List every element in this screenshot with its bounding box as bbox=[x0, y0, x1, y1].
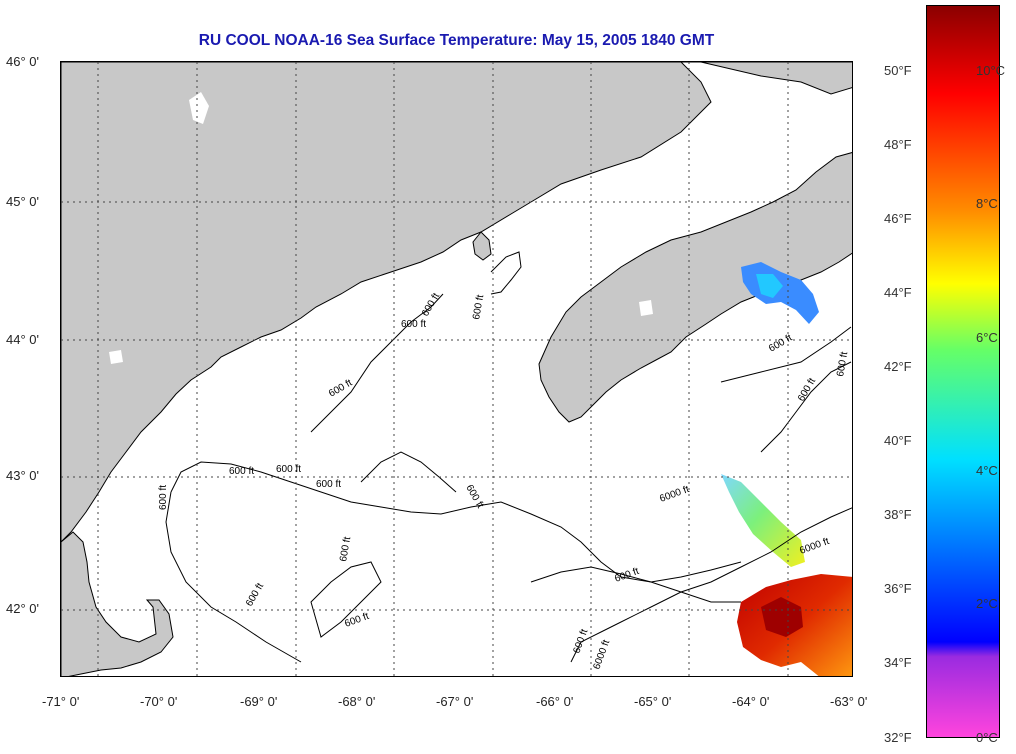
colorbar-f-tick: 32°F bbox=[884, 730, 912, 745]
sst-cold-patch-cyan bbox=[756, 274, 783, 298]
lat-label-42: 42° 0' bbox=[6, 601, 39, 616]
depth-contours bbox=[165, 251, 852, 663]
lon-label-67: -67° 0' bbox=[436, 694, 474, 709]
map-title: RU COOL NOAA-16 Sea Surface Temperature:… bbox=[198, 32, 715, 49]
lon-label-69: -69° 0' bbox=[240, 694, 278, 709]
contour-label-600: 600 ft bbox=[343, 611, 370, 630]
contour-label-600: 600 ft bbox=[796, 376, 818, 403]
colorbar-f-tick: 38°F bbox=[884, 507, 912, 522]
colorbar-f-tick: 34°F bbox=[884, 655, 912, 670]
sst-map: 600 ft 600 ft 600 ft 600 ft 600 ft 600 f… bbox=[60, 61, 853, 677]
colorbar-f-tick: 46°F bbox=[884, 211, 912, 226]
colorbar-f-tick: 40°F bbox=[884, 433, 912, 448]
contour-label-600: 600 ft bbox=[613, 566, 640, 585]
lat-label-45: 45° 0' bbox=[6, 194, 39, 209]
lon-label-66: -66° 0' bbox=[536, 694, 574, 709]
land-island bbox=[472, 231, 492, 261]
contour-label-600: 600 ft bbox=[244, 581, 266, 608]
colorbar-f-tick: 48°F bbox=[884, 137, 912, 152]
lon-label-64: -64° 0' bbox=[732, 694, 770, 709]
land-massachusetts bbox=[61, 531, 174, 676]
sst-warm-core bbox=[761, 597, 803, 637]
lat-label-43: 43° 0' bbox=[6, 468, 39, 483]
contour-label-600: 600 ft bbox=[327, 377, 354, 399]
colorbar-c-tick: 6°C bbox=[976, 330, 998, 345]
contour-label-600: 600 ft bbox=[158, 485, 169, 510]
lon-label-63: -63° 0' bbox=[830, 694, 868, 709]
colorbar-c-tick: 2°C bbox=[976, 596, 998, 611]
contour-label-600: 600 ft bbox=[338, 536, 353, 563]
contour-label-600: 600 ft bbox=[316, 479, 341, 490]
lon-label-68: -68° 0' bbox=[338, 694, 376, 709]
lon-label-70: -70° 0' bbox=[140, 694, 178, 709]
temperature-colorbar bbox=[926, 5, 1000, 738]
contour-label-6000: 6000 ft bbox=[658, 484, 691, 505]
contour-label-600: 600 ft bbox=[401, 319, 426, 330]
colorbar-f-tick: 44°F bbox=[884, 285, 912, 300]
contour-label-600: 600 ft bbox=[571, 628, 590, 655]
colorbar-f-tick: 36°F bbox=[884, 581, 912, 596]
sst-front bbox=[721, 474, 805, 567]
map-canvas: 600 ft 600 ft 600 ft 600 ft 600 ft 600 f… bbox=[61, 62, 852, 676]
lake bbox=[639, 300, 653, 316]
colorbar-c-tick: 10°C bbox=[976, 63, 1006, 78]
lat-label-44: 44° 0' bbox=[6, 332, 39, 347]
contour-label-600: 600 ft bbox=[276, 464, 301, 475]
contour-label-600: 600 ft bbox=[229, 466, 254, 477]
graticule bbox=[61, 62, 852, 676]
land-nova-scotia bbox=[538, 152, 852, 423]
colorbar-f-tick: 42°F bbox=[884, 359, 912, 374]
lat-label-46: 46° 0' bbox=[6, 54, 39, 69]
colorbar-c-tick: 8°C bbox=[976, 196, 998, 211]
colorbar-c-tick: 0°C bbox=[976, 730, 998, 745]
contour-label-600: 600 ft bbox=[767, 332, 794, 354]
colorbar-f-tick: 50°F bbox=[884, 63, 912, 78]
land-mainland bbox=[61, 62, 852, 543]
lon-label-65: -65° 0' bbox=[634, 694, 672, 709]
lake bbox=[109, 350, 123, 364]
contour-label-600: 600 ft bbox=[420, 291, 442, 318]
lon-label-71: -71° 0' bbox=[42, 694, 80, 709]
contour-label-600: 600 ft bbox=[835, 351, 850, 378]
colorbar-c-tick: 4°C bbox=[976, 463, 998, 478]
contour-label-6000: 6000 ft bbox=[591, 638, 612, 671]
lake bbox=[189, 92, 209, 124]
contour-label-600: 600 ft bbox=[471, 294, 486, 321]
contour-label-6000: 6000 ft bbox=[798, 536, 831, 557]
contour-label-600: 600 ft bbox=[463, 483, 485, 510]
